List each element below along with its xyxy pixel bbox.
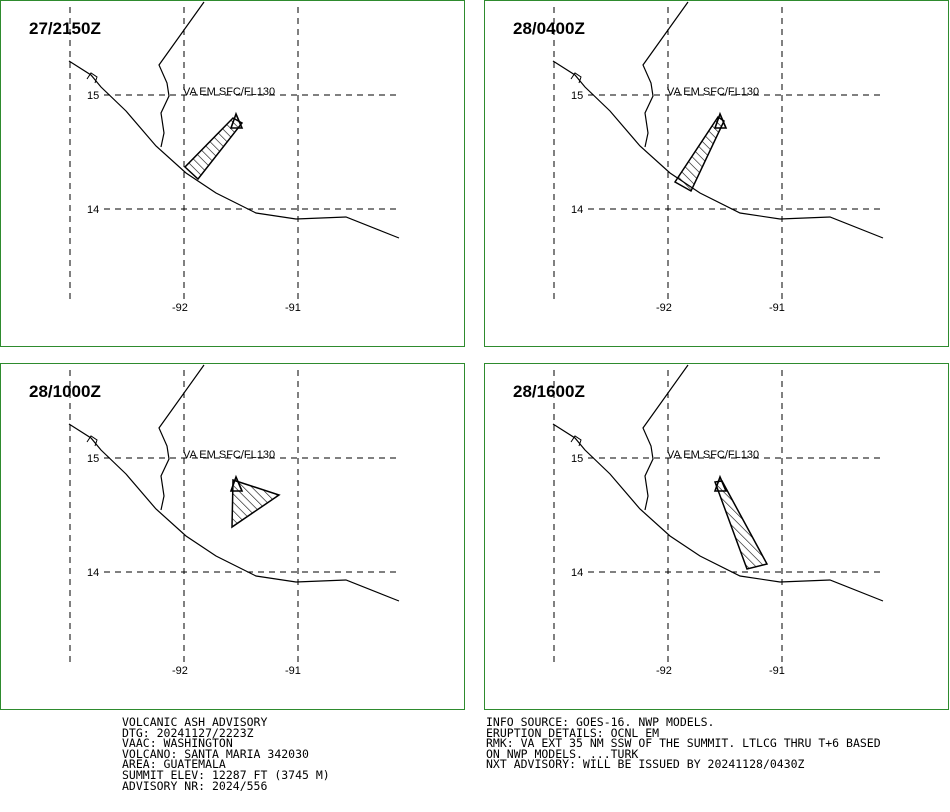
va-annotation: VA EM SFC/FL130 <box>183 86 275 98</box>
advisory-line: VOLCANO: SANTA MARIA 342030 <box>122 746 309 761</box>
ash-polygon <box>673 115 725 193</box>
coastline <box>552 60 884 239</box>
coast-detail <box>86 72 98 84</box>
va-annotation: VA EM SFC/FL130 <box>183 449 275 461</box>
panel-time: 27/2150Z <box>29 19 101 38</box>
advisory-line: ERUPTION DETAILS: OCNL EM <box>486 725 660 740</box>
lat-label: 15 <box>87 453 99 465</box>
border-line <box>158 1 205 148</box>
border-line <box>158 364 205 511</box>
advisory-line: RMK: VA EXT 35 NM SSW OF THE SUMMIT. LTL… <box>486 736 881 751</box>
coastline <box>68 423 400 602</box>
map-panel-3: 28/1000Z 15 14 -92 -91 VA EM SFC/FL130 <box>0 363 465 710</box>
lon-label: -91 <box>769 665 785 677</box>
lat-label: 14 <box>87 567 99 579</box>
lon-label: -91 <box>769 302 785 314</box>
lat-label: 14 <box>571 204 583 216</box>
coastline <box>68 60 400 239</box>
lat-label: 14 <box>87 204 99 216</box>
advisory-line: NXT ADVISORY: WILL BE ISSUED BY 20241128… <box>486 757 805 772</box>
map-canvas: 15 14 -92 -91 VA EM SFC/FL130 <box>552 364 884 677</box>
advisory-line: INFO SOURCE: GOES-16. NWP MODELS. <box>486 715 715 729</box>
va-annotation: VA EM SFC/FL130 <box>667 86 759 98</box>
lat-label: 15 <box>87 90 99 102</box>
advisory-line: DTG: 20241127/2223Z <box>122 725 254 740</box>
advisory-line: VOLCANIC ASH ADVISORY <box>122 715 268 729</box>
map-canvas: 15 14 -92 -91 VA EM SFC/FL130 <box>68 1 400 314</box>
map-canvas: 15 14 -92 -91 VA EM SFC/FL130 <box>68 364 400 677</box>
map-panel-2: 28/0400Z 15 14 -92 -91 VA EM SFC/FL130 <box>484 0 949 347</box>
advisory-line: SUMMIT ELEV: 12287 FT (3745 M) <box>122 767 330 782</box>
advisory-line: ADVISORY NR: 2024/556 <box>122 778 268 793</box>
map-panel-4: 28/1600Z 15 14 -92 -91 VA EM SFC/FL130 <box>484 363 949 710</box>
lat-label: 15 <box>571 90 583 102</box>
lon-label: -92 <box>172 665 188 677</box>
lat-label: 15 <box>571 453 583 465</box>
ash-polygon <box>231 478 281 529</box>
panel-time: 28/0400Z <box>513 19 585 38</box>
coast-detail <box>86 435 98 447</box>
advisory-text-left: VOLCANIC ASH ADVISORY DTG: 20241127/2223… <box>122 715 330 793</box>
border-line <box>642 1 689 148</box>
coast-detail <box>570 72 582 84</box>
lat-label: 14 <box>571 567 583 579</box>
lon-label: -92 <box>172 302 188 314</box>
lon-label: -91 <box>285 665 301 677</box>
coastline <box>552 423 884 602</box>
border-line <box>642 364 689 511</box>
advisory-text-right: INFO SOURCE: GOES-16. NWP MODELS. ERUPTI… <box>486 715 881 772</box>
advisory-line: AREA: GUATEMALA <box>122 757 226 772</box>
advisory-line: ON NWP MODELS. ...TURK <box>486 746 639 761</box>
map-canvas: 15 14 -92 -91 VA EM SFC/FL130 <box>552 1 884 314</box>
map-panel-1: 27/2150Z 15 14 -92 -91 VA EM SFC/FL130 <box>0 0 465 347</box>
lon-label: -92 <box>656 302 672 314</box>
lon-label: -91 <box>285 302 301 314</box>
panel-time: 28/1600Z <box>513 382 585 401</box>
va-annotation: VA EM SFC/FL130 <box>667 449 759 461</box>
ash-polygon <box>713 480 769 570</box>
panel-time: 28/1000Z <box>29 382 101 401</box>
ash-polygon <box>183 117 244 181</box>
coast-detail <box>570 435 582 447</box>
lon-label: -92 <box>656 665 672 677</box>
advisory-line: VAAC: WASHINGTON <box>122 736 233 751</box>
